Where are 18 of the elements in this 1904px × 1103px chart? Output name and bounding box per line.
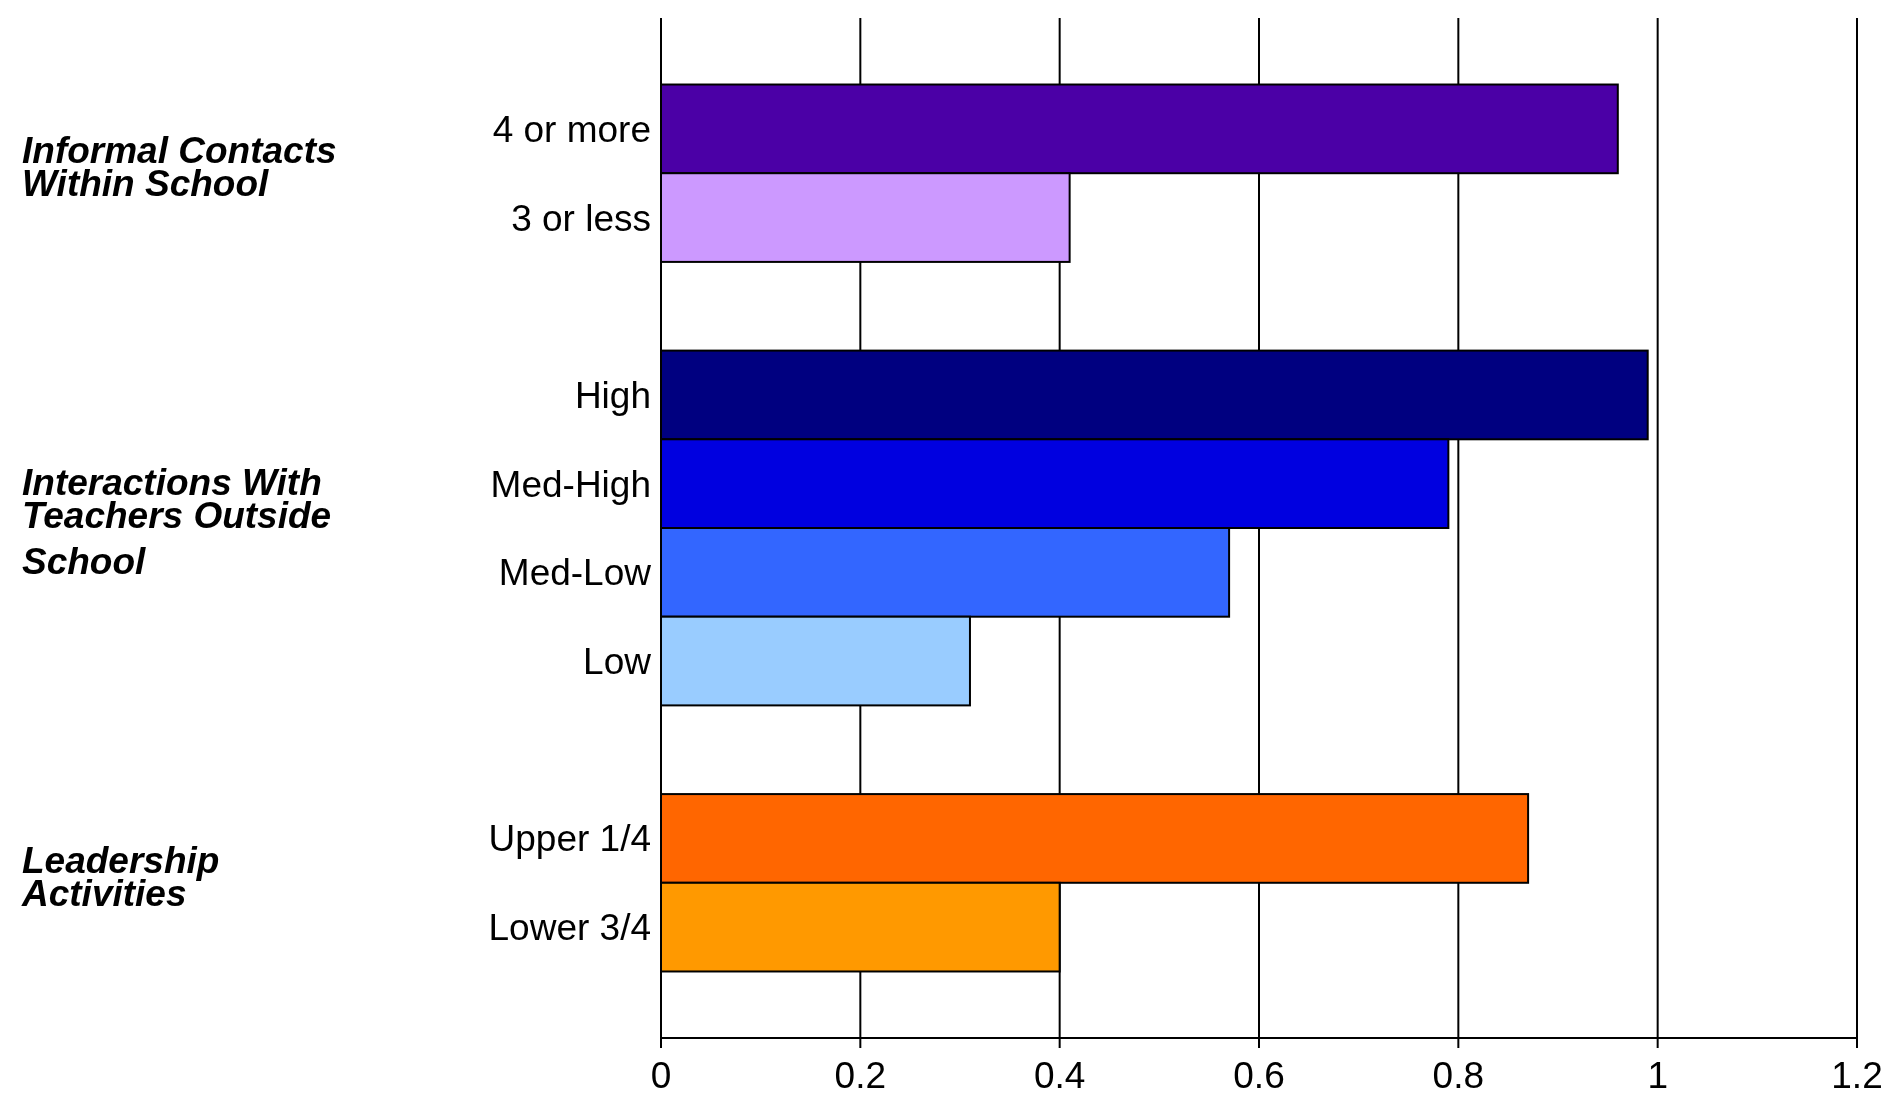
x-tick-label: 1 [1647,1055,1668,1096]
text: Interactions With Teachers Outside School [22,461,332,583]
x-tick-label: 0.4 [1033,1055,1086,1096]
y-tick-label: Med-High [490,463,651,505]
x-tick-label: 1.2 [1831,1055,1883,1096]
x-tick-label: 0 [650,1055,672,1096]
y-tick-label: Upper 1/4 [488,818,651,860]
y-tick-label: Lower 3/4 [488,907,651,949]
x-tick-label: 0.2 [834,1055,887,1096]
y-tick-label: High [574,374,651,416]
y-tick-label: 3 or less [511,197,651,239]
y-tick-label: 4 or more [492,108,651,150]
x-tick-label: 0.8 [1432,1055,1485,1096]
y-tick-label: Low [583,640,652,682]
x-tick-label: 0.6 [1233,1055,1285,1096]
text: Informal Contacts Within School [22,130,337,205]
y-tick-label: Med-Low [498,552,652,594]
text: Leadership Activities [21,839,220,914]
